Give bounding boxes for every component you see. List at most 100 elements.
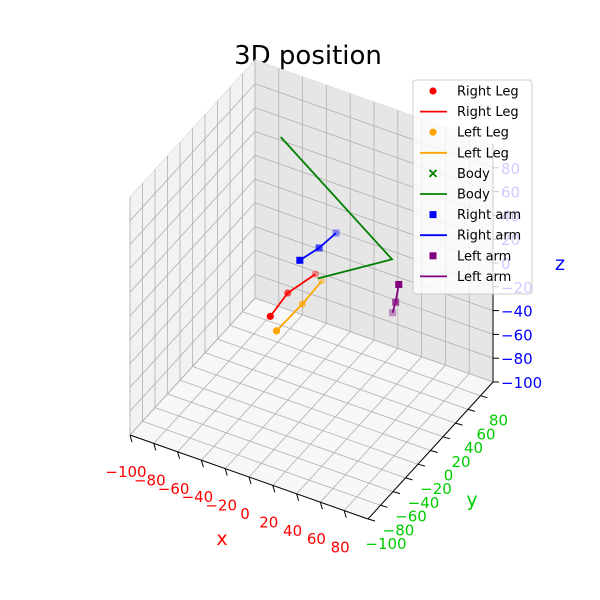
gridline bbox=[129, 154, 256, 293]
y-tick-label: −20 bbox=[420, 480, 452, 498]
series-body bbox=[280, 136, 394, 280]
series-line bbox=[280, 136, 394, 280]
z-tick-label: −60 bbox=[501, 326, 533, 344]
x-tick-mark bbox=[272, 485, 276, 493]
data-point bbox=[296, 256, 304, 264]
gridline bbox=[296, 356, 422, 495]
legend-entry: Body bbox=[428, 167, 490, 182]
data-point-marker bbox=[315, 244, 323, 252]
y-tick-mark bbox=[380, 504, 388, 508]
y-tick-mark bbox=[417, 463, 426, 467]
x-axis-label: x bbox=[216, 528, 227, 550]
x-tick-mark bbox=[224, 468, 228, 476]
gridline bbox=[217, 338, 456, 424]
y-tick-mark bbox=[430, 450, 438, 453]
data-point-marker bbox=[311, 270, 320, 278]
x-tick-label: 60 bbox=[307, 530, 326, 548]
legend-entry: Right Leg bbox=[420, 105, 519, 120]
z-tick-label: −80 bbox=[501, 350, 533, 368]
legend-entry: Right Leg bbox=[429, 85, 519, 100]
z-tick-label: −40 bbox=[501, 303, 533, 321]
y-tick-mark bbox=[367, 518, 376, 522]
data-point bbox=[395, 280, 403, 288]
gridline bbox=[320, 364, 446, 503]
data-point bbox=[318, 277, 326, 285]
y-tick-mark bbox=[405, 477, 413, 481]
data-point-marker bbox=[272, 327, 281, 335]
y-tick-mark bbox=[442, 436, 451, 440]
gridline bbox=[204, 352, 444, 438]
x-tick-mark bbox=[343, 510, 347, 518]
z-axis-label: z bbox=[555, 253, 565, 275]
gridline bbox=[129, 83, 256, 222]
legend-entry: Left arm bbox=[420, 270, 511, 285]
legend-label: Right Leg bbox=[457, 85, 519, 100]
series-layer bbox=[266, 136, 403, 335]
y-tick-mark bbox=[455, 422, 463, 426]
gridline bbox=[229, 325, 469, 410]
legend-label: Left Leg bbox=[457, 146, 509, 161]
legend-label: Left Leg bbox=[457, 126, 509, 141]
x-tick-mark bbox=[153, 443, 157, 451]
y-tick-label: −80 bbox=[383, 521, 415, 539]
legend-label: Right arm bbox=[457, 229, 521, 244]
x-tick-label: 0 bbox=[240, 505, 250, 523]
data-point bbox=[392, 298, 400, 306]
legend-label: Right Leg bbox=[457, 105, 519, 120]
data-point bbox=[272, 327, 281, 335]
z-tick-label: −100 bbox=[501, 374, 542, 392]
series-left-leg bbox=[272, 277, 326, 335]
legend-label: Body bbox=[457, 188, 490, 203]
series-right-arm bbox=[296, 229, 340, 264]
x-tick-label: −40 bbox=[182, 488, 214, 506]
y-tick-label: 0 bbox=[444, 467, 454, 485]
legend-marker-swatch bbox=[428, 169, 438, 178]
x-tick-mark bbox=[200, 460, 204, 468]
x-tick-mark bbox=[319, 502, 323, 510]
gridline bbox=[343, 373, 470, 511]
data-point-marker bbox=[284, 289, 292, 297]
legend-entry: Left arm bbox=[429, 249, 511, 264]
x-tick-label: 40 bbox=[283, 522, 302, 540]
legend-marker-swatch bbox=[429, 128, 437, 136]
data-point-marker bbox=[389, 309, 397, 317]
series-right-leg bbox=[266, 270, 320, 320]
legend-marker-swatch bbox=[429, 87, 437, 95]
y-tick-mark bbox=[467, 408, 476, 412]
y-tick-label: −60 bbox=[395, 508, 427, 526]
data-point-marker bbox=[395, 280, 403, 288]
data-point bbox=[389, 309, 397, 317]
data-point-marker bbox=[296, 256, 304, 264]
legend-marker-swatch bbox=[429, 252, 437, 260]
x-tick-label: −80 bbox=[134, 471, 166, 489]
x-tick-mark bbox=[296, 493, 300, 501]
y-tick-label: 20 bbox=[451, 453, 470, 471]
x-tick-mark bbox=[177, 451, 181, 459]
x-tick-label: −20 bbox=[205, 497, 237, 515]
gridline bbox=[272, 348, 399, 486]
x-tick-label: 80 bbox=[331, 539, 350, 557]
y-tick-label: 80 bbox=[489, 412, 508, 430]
x-tick-mark bbox=[248, 476, 252, 485]
data-point bbox=[284, 289, 292, 297]
gridline bbox=[129, 178, 256, 317]
data-point bbox=[266, 312, 274, 320]
y-axis-label: y bbox=[466, 489, 477, 511]
data-point-marker bbox=[318, 277, 326, 285]
legend-label: Left arm bbox=[457, 249, 511, 264]
data-point bbox=[332, 229, 340, 237]
legend-marker-swatch bbox=[429, 211, 437, 219]
legend-label: Left arm bbox=[457, 270, 511, 285]
y-tick-mark bbox=[480, 395, 488, 399]
data-point-marker bbox=[392, 298, 400, 306]
x-tick-label: −100 bbox=[105, 463, 146, 481]
y-tick-label: −100 bbox=[365, 535, 406, 553]
y-tick-label: −40 bbox=[408, 494, 440, 512]
legend: Right Leg Right Leg Left Leg Left Leg Body Bo… bbox=[412, 79, 533, 295]
legend-label: Body bbox=[457, 167, 490, 182]
x-tick-label: 20 bbox=[259, 513, 278, 531]
y-tick-mark bbox=[392, 491, 401, 495]
y-tick-label: 40 bbox=[464, 439, 483, 457]
legend-entry: Left Leg bbox=[420, 146, 509, 161]
